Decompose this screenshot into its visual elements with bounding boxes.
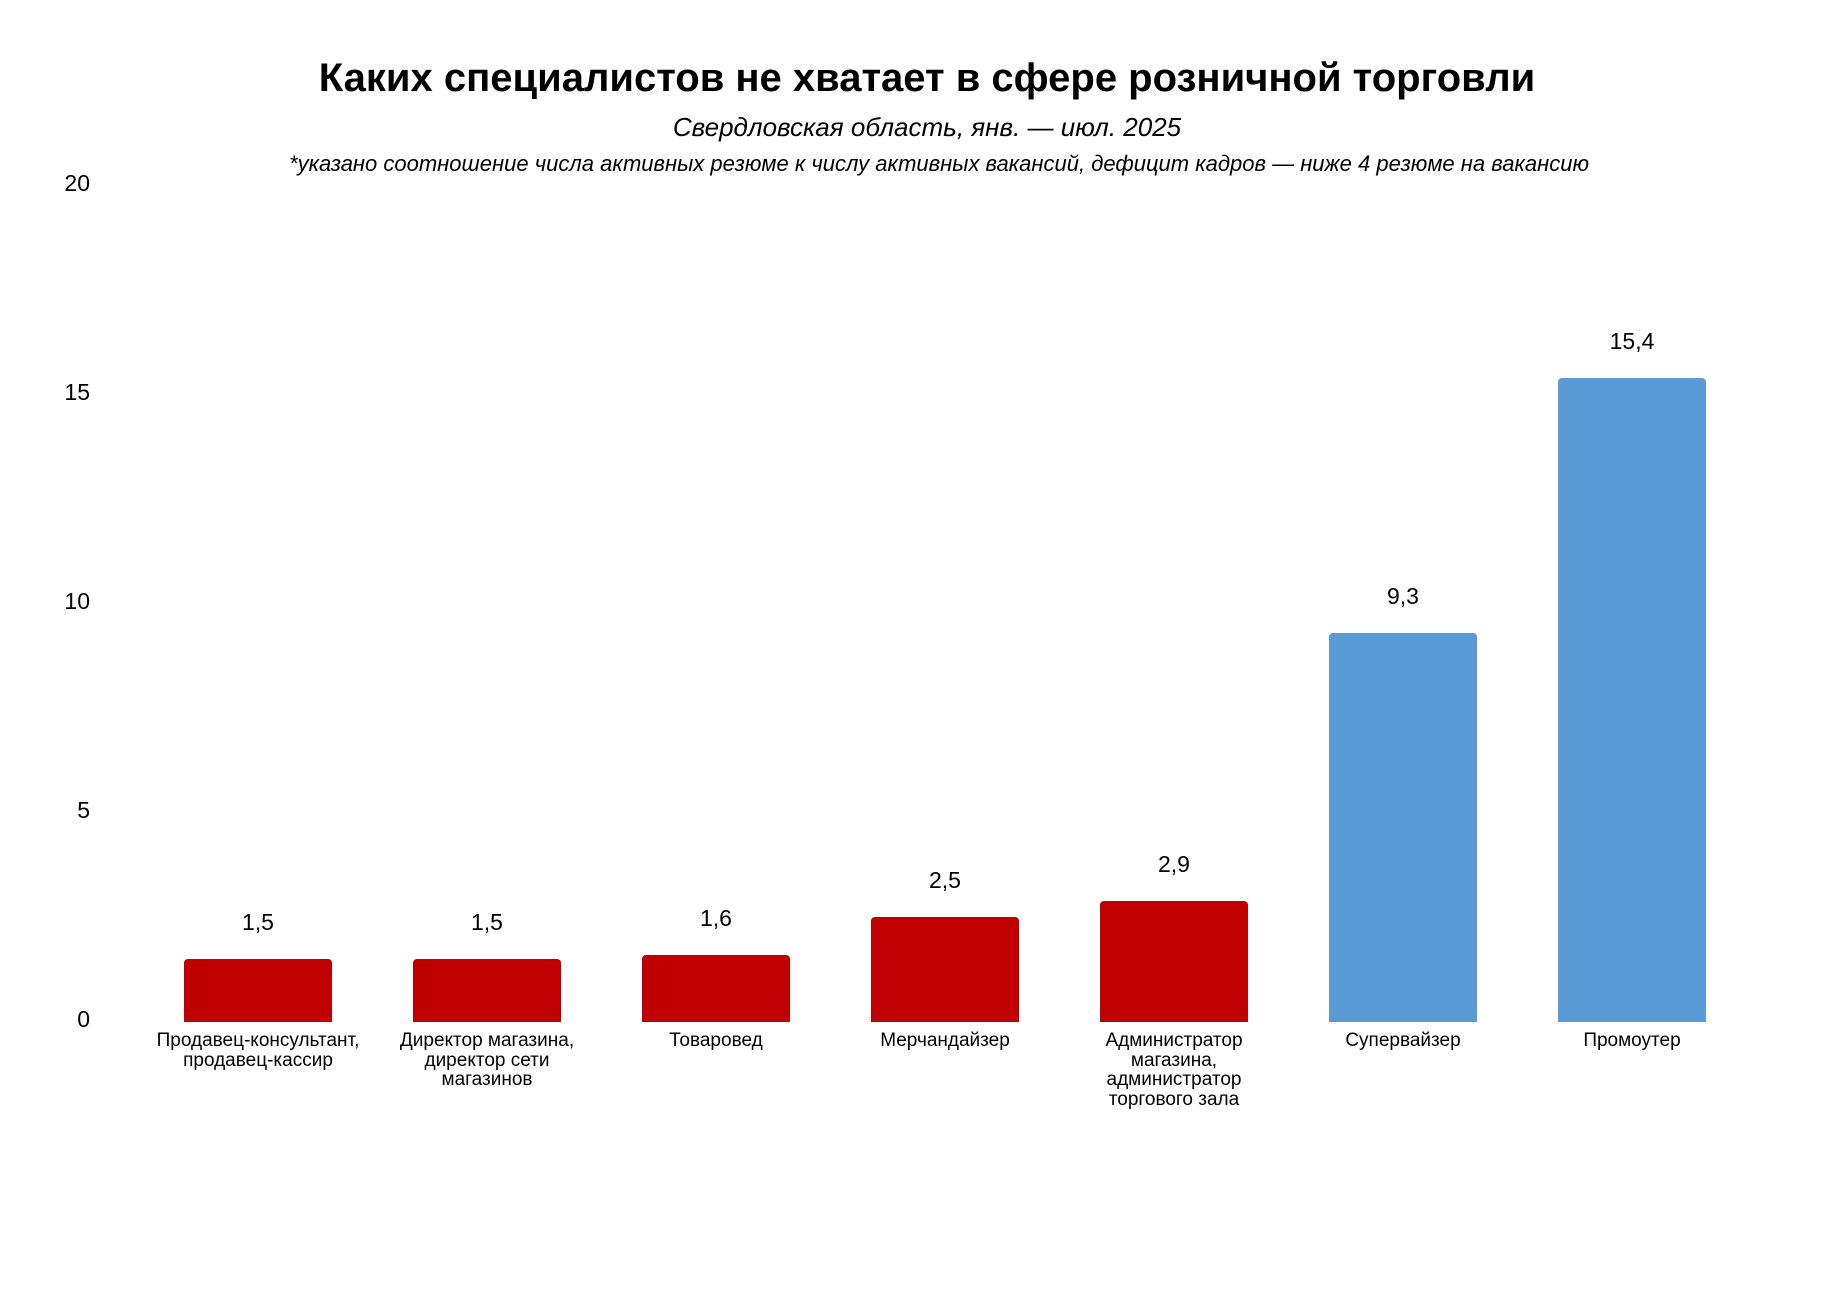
chart-note: *указано соотношение числа активных резю…: [289, 151, 1589, 176]
bar-value-label: 1,5: [471, 909, 503, 935]
bar-value-label: 15,4: [1609, 328, 1655, 354]
category-label-line: магазинов: [441, 1069, 533, 1090]
y-tick-5: 5: [77, 797, 90, 823]
bar: [1329, 633, 1477, 1022]
category-label-line: Промоутер: [1583, 1030, 1681, 1051]
bar: [642, 955, 790, 1022]
category-label-line: Супервайзер: [1345, 1030, 1461, 1051]
bar-value-label: 2,5: [929, 867, 961, 893]
y-tick-20: 20: [64, 170, 90, 196]
bar-value-label: 2,9: [1158, 851, 1190, 877]
category-label: Администратор магазина, администратор торго…: [1060, 1031, 1288, 1109]
category-label-line: Товаровед: [669, 1030, 763, 1051]
bar-value-label: 1,6: [700, 905, 732, 931]
category-label-line: Мерчандайзер: [880, 1030, 1010, 1051]
category-label-line: магазина,: [1130, 1049, 1218, 1071]
bar: [1100, 901, 1248, 1022]
bar: [871, 917, 1019, 1022]
category-label: Промоутер: [1518, 1031, 1746, 1051]
bar: [1558, 378, 1706, 1022]
category-label-line: Директор магазина,: [399, 1030, 575, 1051]
y-tick-0: 0: [77, 1006, 90, 1032]
bar-value-label: 9,3: [1387, 583, 1419, 609]
bar: [184, 959, 332, 1022]
bar-value-label: 1,5: [242, 909, 274, 935]
category-label-line: продавец-кассир: [183, 1049, 333, 1071]
category-label: Супервайзер: [1289, 1031, 1517, 1051]
bar: [413, 959, 561, 1022]
category-label-line: администратор: [1106, 1069, 1242, 1090]
category-label-line: торгового зала: [1108, 1088, 1240, 1110]
category-label: Товаровед: [602, 1031, 830, 1051]
chart-subtitle: Свердловская область, янв. — июл. 2025: [672, 112, 1182, 142]
category-label: Продавец-консультант, продавец-кассир: [144, 1031, 372, 1070]
category-label: Мерчандайзер: [831, 1031, 1059, 1051]
category-label: Директор магазина, директор сети магазинов: [373, 1031, 601, 1090]
category-label-line: Администратор: [1105, 1030, 1243, 1051]
category-label-line: директор сети: [424, 1049, 550, 1071]
y-tick-10: 10: [64, 588, 90, 614]
chart-title: Каких специалистов не хватает в сфере ро…: [318, 56, 1536, 100]
y-tick-15: 15: [64, 379, 90, 405]
category-label-line: Продавец-консультант,: [156, 1030, 360, 1051]
